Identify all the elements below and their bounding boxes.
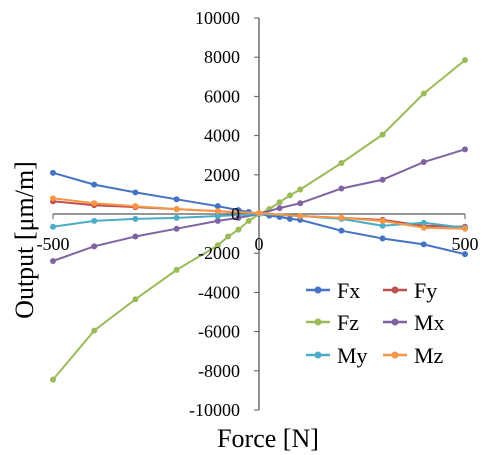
y-axis-label: Output [μm/m] [10, 161, 39, 319]
legend-swatch-marker [391, 318, 399, 326]
data-point [297, 212, 304, 219]
data-point [214, 212, 221, 219]
data-point [50, 223, 56, 230]
y-tick-label: 0 [231, 204, 240, 224]
legend-label: My [337, 343, 368, 368]
data-point [276, 205, 283, 212]
data-point [297, 200, 304, 207]
legend-label: Fz [337, 310, 359, 335]
data-point [338, 185, 345, 192]
data-point [173, 214, 180, 221]
legend-swatch-marker [314, 351, 322, 359]
data-point [286, 192, 293, 199]
legend-swatch-marker [391, 351, 399, 359]
y-tick-label: 4000 [204, 126, 240, 146]
data-point [132, 215, 139, 222]
data-point [462, 251, 468, 258]
legend-swatch-marker [391, 286, 399, 294]
data-point [173, 225, 180, 232]
x-tick-label: 500 [452, 234, 479, 254]
data-point [91, 243, 98, 250]
data-point [50, 376, 56, 383]
data-point [214, 208, 221, 215]
y-tick-label: 2000 [204, 165, 240, 185]
legend-label: Mz [414, 343, 444, 368]
legend-label: Fx [337, 278, 360, 303]
data-point [338, 227, 345, 234]
data-point [379, 222, 386, 229]
data-point [379, 131, 386, 138]
legend-item-my: My [306, 343, 368, 368]
data-point [173, 206, 180, 213]
legend-label: Mx [414, 310, 445, 335]
data-point [379, 217, 386, 224]
data-point [276, 199, 283, 206]
data-point [420, 219, 427, 226]
y-tick-label: -4000 [198, 282, 240, 302]
legend-label: Fy [414, 278, 437, 303]
series-mz [50, 195, 468, 232]
data-point [50, 258, 56, 265]
data-point [214, 203, 221, 210]
data-point [50, 195, 56, 202]
x-tick-labels: -500 0 500 [37, 234, 479, 254]
legend-item-mz: Mz [383, 343, 444, 368]
x-axis-label: Force [N] [217, 424, 319, 453]
data-point [420, 241, 427, 248]
data-point [420, 159, 427, 166]
data-point [235, 214, 242, 221]
data-point [132, 189, 139, 196]
data-point [462, 146, 468, 153]
data-point [379, 176, 386, 183]
data-point [338, 160, 345, 167]
x-tick-label: 0 [255, 234, 264, 254]
data-point [214, 242, 221, 249]
data-point [50, 169, 56, 176]
data-point [91, 200, 98, 207]
data-point [462, 57, 468, 64]
data-point [214, 217, 221, 224]
data-point [173, 266, 180, 273]
y-tick-label: -10000 [189, 400, 240, 420]
series-layer [50, 57, 468, 383]
legend-item-fy: Fy [383, 278, 437, 303]
data-point [225, 233, 232, 240]
legend-item-fx: Fx [306, 278, 360, 303]
data-point [297, 186, 304, 193]
legend-swatch-marker [314, 286, 322, 294]
data-point [173, 196, 180, 203]
data-point [379, 235, 386, 242]
y-tick-label: -2000 [198, 243, 240, 263]
data-point [286, 215, 293, 222]
data-point [245, 217, 252, 224]
data-point [256, 210, 262, 217]
data-point [235, 226, 242, 233]
data-point [132, 296, 139, 303]
y-tick-label: 6000 [204, 86, 240, 106]
data-point [91, 217, 98, 224]
y-tick-label: 8000 [204, 47, 240, 67]
x-tick-label: -500 [37, 234, 70, 254]
data-point [420, 90, 427, 97]
legend-item-fz: Fz [306, 310, 359, 335]
y-tick-label: -6000 [198, 322, 240, 342]
legend: Fx Fy Fz Mx My Mz [306, 278, 445, 368]
data-point [91, 327, 98, 334]
y-tick-label: 10000 [195, 8, 240, 28]
data-point [338, 214, 345, 221]
data-point [132, 233, 139, 240]
legend-item-mx: Mx [383, 310, 445, 335]
data-point [132, 203, 139, 210]
legend-swatch-marker [314, 318, 322, 326]
data-point [91, 181, 98, 188]
y-tick-label: -8000 [198, 361, 240, 381]
data-point [420, 224, 427, 231]
data-point [462, 225, 468, 232]
y-tick-labels: 10000 8000 6000 4000 2000 0 -2000 -4000 -6000 -80… [189, 8, 240, 420]
